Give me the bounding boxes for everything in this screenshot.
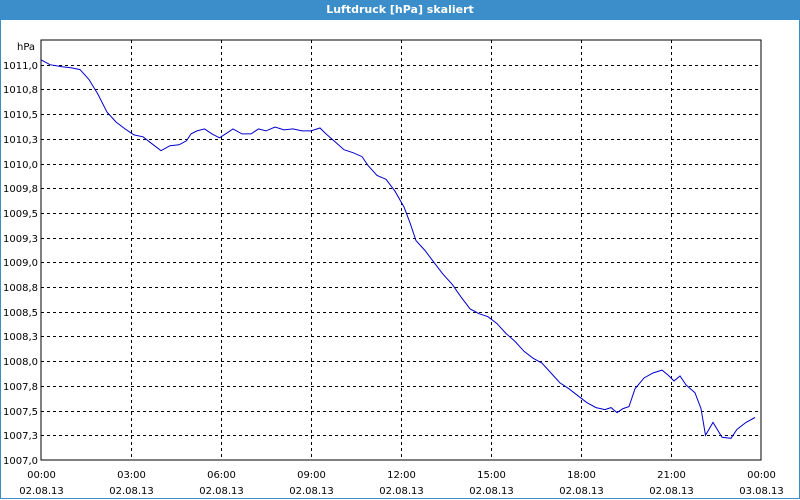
grid-lines	[41, 40, 761, 460]
x-tick-date: 02.08.13	[19, 486, 64, 497]
y-tick-label: 1007,0	[3, 456, 38, 467]
y-tick-label: 1011,0	[3, 61, 38, 72]
y-tick-label: 1008,5	[3, 308, 38, 319]
y-axis-ticks: 1007,0 1007,3 1007,5 1007,8 1008,0 1008,3 1008…	[3, 61, 38, 467]
plot-area	[40, 39, 762, 461]
y-tick-label: 1010,3	[3, 135, 38, 146]
series-line-luftdruck	[40, 59, 756, 439]
x-tick-date: 02.08.13	[379, 486, 424, 497]
x-tick-date: 02.08.13	[469, 486, 514, 497]
x-tick-time: 09:00	[297, 470, 326, 481]
x-tick-time: 12:00	[387, 470, 416, 481]
y-tick-label: 1008,8	[3, 283, 38, 294]
y-tick-label: 1008,0	[3, 357, 38, 368]
y-tick-label: 1009,5	[3, 209, 38, 220]
x-tick-date: 03.08.13	[739, 486, 784, 497]
y-tick-label: 1007,3	[3, 431, 38, 442]
x-tick-time: 18:00	[567, 470, 596, 481]
y-tick-label: 1010,0	[3, 160, 38, 171]
x-tick-date: 02.08.13	[199, 486, 244, 497]
x-tick-date: 02.08.13	[649, 486, 694, 497]
x-tick-time: 15:00	[477, 470, 506, 481]
window-title: Luftdruck [hPa] skaliert	[0, 0, 800, 20]
y-tick-label: 1009,3	[3, 234, 38, 245]
y-tick-label: 1007,5	[3, 407, 38, 418]
x-tick-date: 02.08.13	[109, 486, 154, 497]
x-tick-date: 02.08.13	[559, 486, 604, 497]
x-tick-date: 02.08.13	[289, 486, 334, 497]
y-axis-unit-label: hPa	[17, 42, 35, 53]
y-tick-label: 1007,8	[3, 382, 38, 393]
y-tick-label: 1009,8	[3, 184, 38, 195]
y-tick-label: 1010,8	[3, 85, 38, 96]
x-tick-time: 00:00	[747, 470, 776, 481]
x-tick-time: 03:00	[117, 470, 146, 481]
series-group	[40, 59, 756, 439]
y-tick-label: 1009,0	[3, 258, 38, 269]
y-tick-label: 1010,5	[3, 110, 38, 121]
x-tick-time: 06:00	[207, 470, 236, 481]
x-tick-time: 00:00	[27, 470, 56, 481]
y-tick-label: 1008,3	[3, 332, 38, 343]
x-axis-ticks: 00:00 02.08.13 03:00 02.08.13 06:00 02.08.13 0…	[19, 470, 784, 497]
x-tick-time: 21:00	[657, 470, 686, 481]
